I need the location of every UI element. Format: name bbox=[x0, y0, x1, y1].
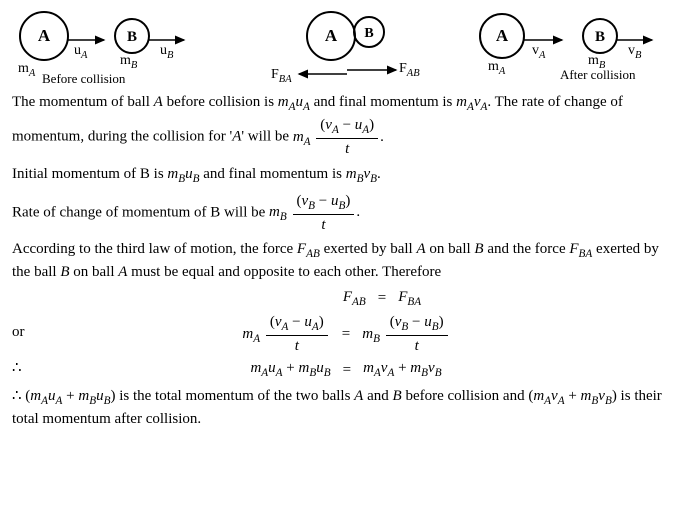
eq2-ln: (vA − uA) bbox=[266, 312, 328, 336]
eq3-label: ∴ bbox=[12, 358, 22, 378]
va-label: vA bbox=[532, 42, 545, 63]
vb-label: vB bbox=[628, 42, 641, 63]
ball-a-label: A bbox=[38, 26, 51, 45]
eq2-ld: t bbox=[266, 336, 328, 356]
para-1: The momentum of ball A before collision … bbox=[12, 92, 680, 160]
ball-b-mid-label: B bbox=[364, 26, 373, 41]
eq3-right: mAvA + mBvB bbox=[357, 358, 448, 381]
p3-num: (vB − uB) bbox=[293, 191, 355, 215]
after-caption: After collision bbox=[560, 66, 635, 84]
eq2-left-lead: mA bbox=[242, 326, 260, 342]
stage-before: A B uA uB mA mB Before collision bbox=[12, 8, 222, 88]
eq2-label: or bbox=[12, 322, 25, 342]
p1-num: (vA − uA) bbox=[316, 115, 378, 139]
ball-a-after-label: A bbox=[496, 26, 509, 45]
ua-label: uA bbox=[74, 42, 87, 63]
p1-eq-lead: mA bbox=[293, 129, 311, 145]
ball-b-after-label: B bbox=[595, 29, 605, 45]
ball-b-label: B bbox=[127, 29, 137, 45]
para-5: ∴ (mAuA + mBuB) is the total momentum of… bbox=[12, 386, 680, 429]
p3-eq-lead: mB bbox=[269, 204, 287, 220]
p1-eq: mA (vA − uA)t. bbox=[293, 129, 384, 145]
ball-a-mid-label: A bbox=[325, 26, 338, 45]
p1-den: t bbox=[316, 139, 378, 159]
before-caption: Before collision bbox=[42, 70, 125, 88]
eq2-right-lead: mB bbox=[362, 326, 380, 342]
p3-eq: mB (vB − uB)t. bbox=[269, 204, 360, 220]
para-2: Initial momentum of B is mBuB and final … bbox=[12, 164, 680, 187]
eq2-left: mA (vA − uA)t bbox=[236, 312, 335, 356]
fba-label: FBA bbox=[271, 66, 292, 87]
p3-lead: Rate of change of momentum of B will be bbox=[12, 204, 269, 220]
ma-label: mA bbox=[18, 60, 35, 81]
ma-after-label: mA bbox=[488, 58, 505, 79]
eq2-rn: (vB − uB) bbox=[386, 312, 448, 336]
eq-block: FAB = FBA or mA (vA − uA)t = mB (vB − uB… bbox=[12, 287, 680, 382]
para-4: According to the third law of motion, th… bbox=[12, 239, 680, 282]
p3-den: t bbox=[293, 215, 355, 235]
para-3: Rate of change of momentum of B will be … bbox=[12, 191, 680, 235]
eq3-left: mAuA + mBuB bbox=[244, 358, 336, 381]
eq2-right: mB (vB − uB)t bbox=[356, 312, 455, 356]
eq2-rd: t bbox=[386, 336, 448, 356]
stage-middle: A B FBA FAB bbox=[241, 8, 451, 88]
fab-label: FAB bbox=[399, 60, 420, 81]
stage-after: A B vA vB mA mB After collision bbox=[470, 8, 680, 88]
eq1-right: FBA bbox=[392, 287, 427, 310]
eq1-left: FAB bbox=[337, 287, 372, 310]
ub-label: uB bbox=[160, 42, 173, 63]
diagram-row: A B uA uB mA mB Before collision A B FBA… bbox=[12, 8, 680, 88]
